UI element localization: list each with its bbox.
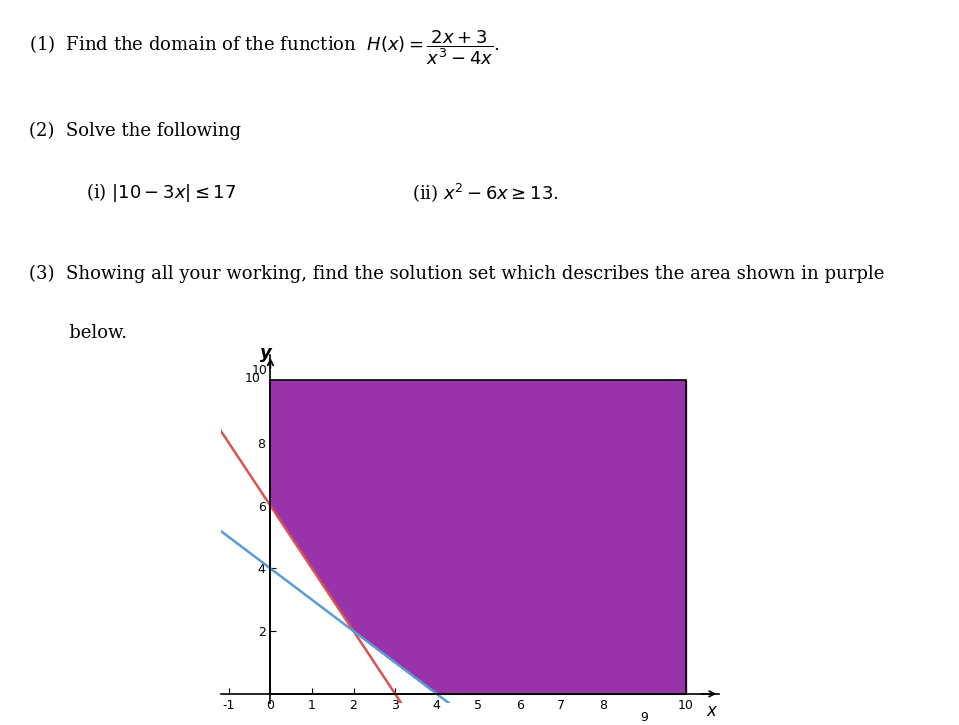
Text: (ii) $x^2 - 6x \geq 13$.: (ii) $x^2 - 6x \geq 13$.	[412, 181, 559, 204]
Bar	[270, 381, 686, 694]
Text: 9: 9	[641, 711, 648, 724]
Text: 10: 10	[251, 364, 268, 377]
Text: x: x	[707, 702, 716, 720]
Text: (2)  Solve the following: (2) Solve the following	[29, 122, 241, 140]
Text: 10: 10	[245, 372, 260, 385]
Text: (i) $|10-3x|\leq17$: (i) $|10-3x|\leq17$	[86, 181, 237, 204]
Text: (3)  Showing all your working, find the solution set which describes the area sh: (3) Showing all your working, find the s…	[29, 265, 884, 283]
Text: below.: below.	[29, 323, 127, 341]
Text: y: y	[260, 344, 271, 362]
Text: (1)  Find the domain of the function  $H(x)=\dfrac{2x+3}{x^3-4x}$.: (1) Find the domain of the function $H(x…	[29, 28, 500, 67]
